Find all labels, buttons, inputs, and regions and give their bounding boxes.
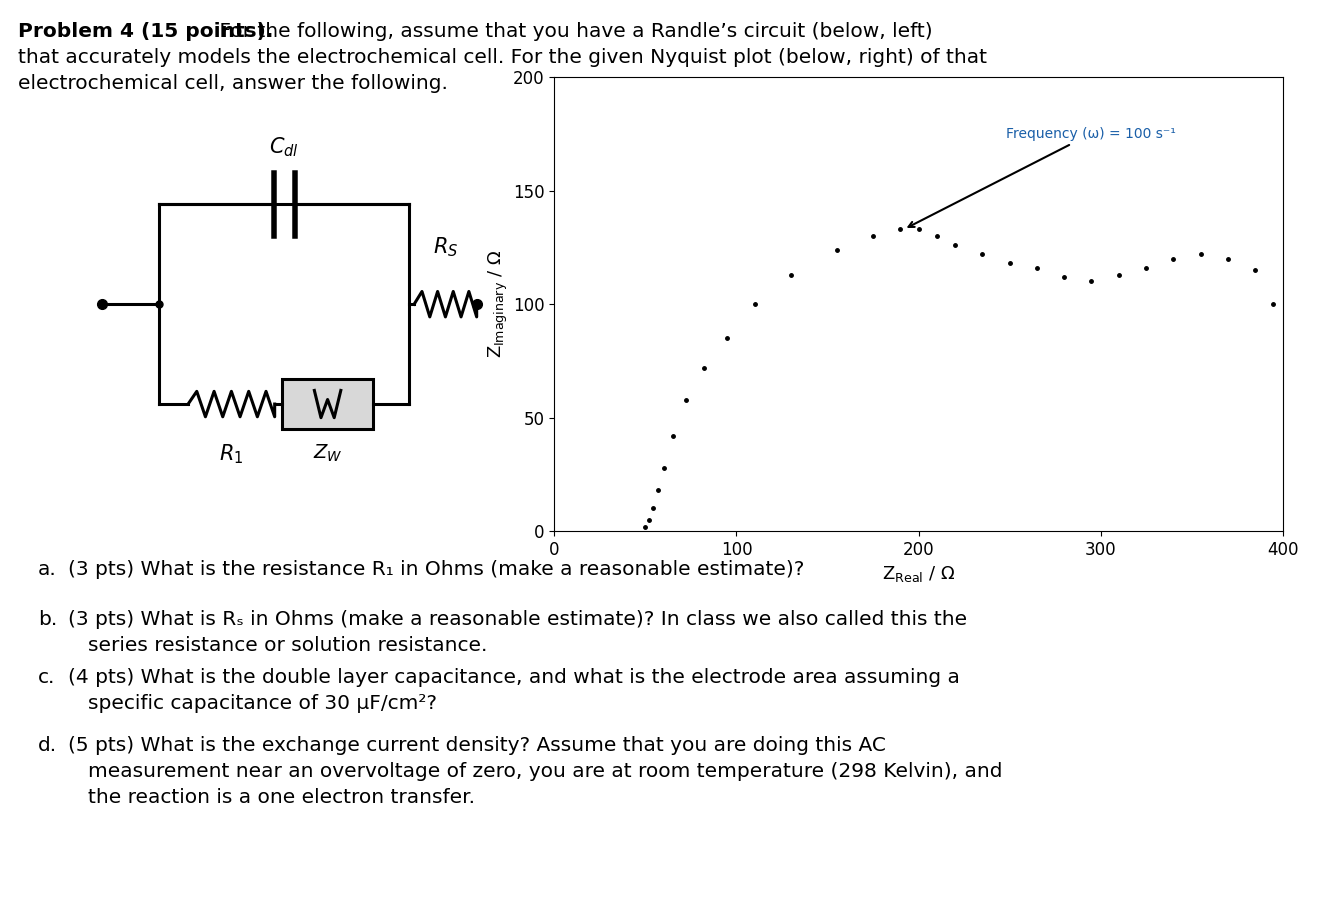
- Text: c.: c.: [37, 668, 55, 687]
- Text: $Z_W$: $Z_W$: [313, 442, 342, 464]
- Text: measurement near an overvoltage of zero, you are at room temperature (298 Kelvin: measurement near an overvoltage of zero,…: [88, 762, 1002, 781]
- Y-axis label: Z$_{\mathrm{Imaginary}}$ / Ω: Z$_{\mathrm{Imaginary}}$ / Ω: [488, 250, 510, 359]
- Text: $R_S$: $R_S$: [433, 235, 458, 259]
- Text: Frequency (ω) = 100 s⁻¹: Frequency (ω) = 100 s⁻¹: [908, 127, 1176, 227]
- Text: electrochemical cell, answer the following.: electrochemical cell, answer the followi…: [17, 74, 448, 93]
- Text: (3 pts) What is Rₛ in Ohms (make a reasonable estimate)? In class we also called: (3 pts) What is Rₛ in Ohms (make a reaso…: [68, 610, 967, 629]
- Text: the reaction is a one electron transfer.: the reaction is a one electron transfer.: [88, 788, 476, 807]
- Text: (4 pts) What is the double layer capacitance, and what is the electrode area ass: (4 pts) What is the double layer capacit…: [68, 668, 959, 687]
- Text: specific capacitance of 30 μF/cm²?: specific capacitance of 30 μF/cm²?: [88, 694, 437, 713]
- Text: For the following, assume that you have a Randle’s circuit (below, left): For the following, assume that you have …: [212, 22, 933, 41]
- Text: Problem 4 (15 points).: Problem 4 (15 points).: [17, 22, 274, 41]
- FancyBboxPatch shape: [282, 379, 373, 429]
- Text: $R_1$: $R_1$: [219, 442, 243, 466]
- Text: that accurately models the electrochemical cell. For the given Nyquist plot (bel: that accurately models the electrochemic…: [17, 48, 987, 67]
- Text: (3 pts) What is the resistance R₁ in Ohms (make a reasonable estimate)?: (3 pts) What is the resistance R₁ in Ohm…: [68, 560, 804, 579]
- Text: series resistance or solution resistance.: series resistance or solution resistance…: [88, 636, 488, 655]
- X-axis label: Z$_{\mathrm{Real}}$ / Ω: Z$_{\mathrm{Real}}$ / Ω: [882, 565, 955, 585]
- Text: (5 pts) What is the exchange current density? Assume that you are doing this AC: (5 pts) What is the exchange current den…: [68, 736, 886, 755]
- Text: d.: d.: [37, 736, 57, 755]
- Text: $C_{dl}$: $C_{dl}$: [270, 135, 299, 159]
- Text: b.: b.: [37, 610, 57, 629]
- Text: a.: a.: [37, 560, 56, 579]
